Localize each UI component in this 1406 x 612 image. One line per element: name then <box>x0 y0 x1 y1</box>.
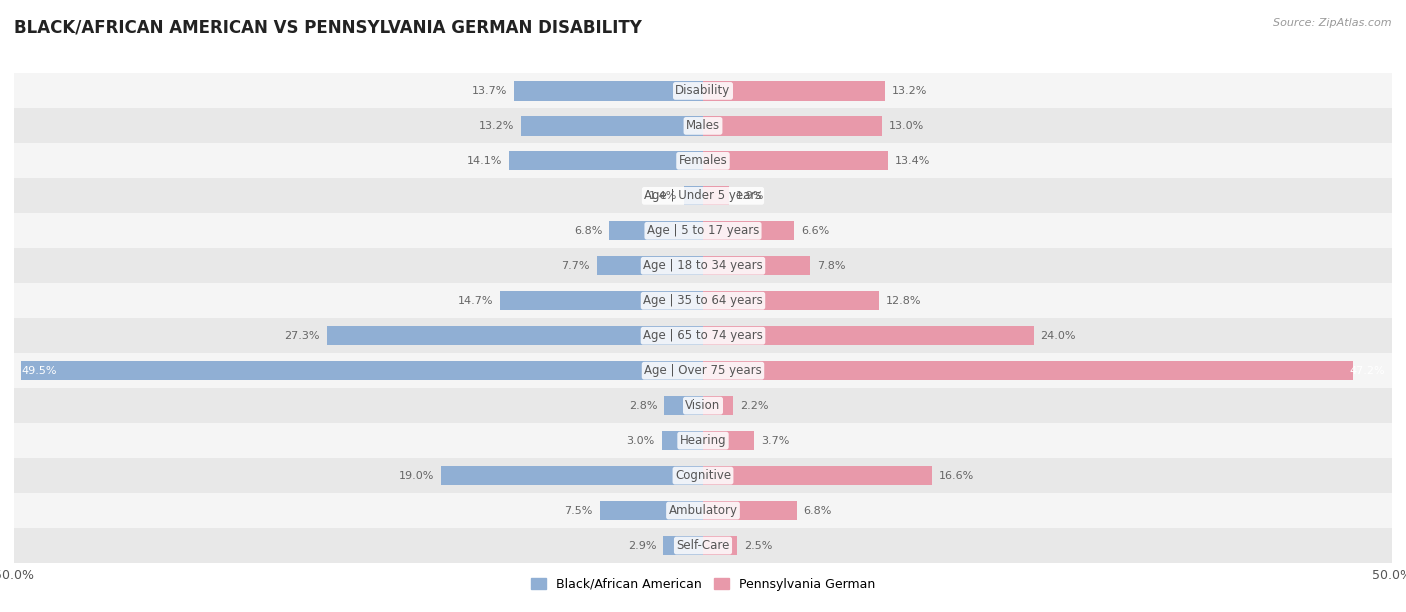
Bar <box>664 536 703 555</box>
Bar <box>326 326 703 345</box>
Bar <box>703 361 1354 380</box>
Bar <box>703 291 879 310</box>
Bar <box>14 493 1392 528</box>
Bar <box>609 221 703 241</box>
Text: Age | Over 75 years: Age | Over 75 years <box>644 364 762 377</box>
Bar <box>703 221 794 241</box>
Text: Vision: Vision <box>685 399 721 412</box>
Text: 1.9%: 1.9% <box>737 191 765 201</box>
Bar <box>14 178 1392 214</box>
Text: Age | 18 to 34 years: Age | 18 to 34 years <box>643 259 763 272</box>
Bar <box>14 143 1392 178</box>
Bar <box>703 256 810 275</box>
Bar <box>703 501 797 520</box>
Bar <box>703 396 734 416</box>
Text: Age | Under 5 years: Age | Under 5 years <box>644 189 762 203</box>
Text: 2.8%: 2.8% <box>628 401 658 411</box>
Text: 13.0%: 13.0% <box>889 121 924 131</box>
Text: 3.0%: 3.0% <box>627 436 655 446</box>
Bar <box>14 423 1392 458</box>
Text: Self-Care: Self-Care <box>676 539 730 552</box>
Bar <box>683 186 703 206</box>
Text: Disability: Disability <box>675 84 731 97</box>
Bar <box>703 151 887 171</box>
Text: 14.7%: 14.7% <box>458 296 494 306</box>
Text: Cognitive: Cognitive <box>675 469 731 482</box>
Bar <box>14 458 1392 493</box>
Text: Age | 5 to 17 years: Age | 5 to 17 years <box>647 225 759 237</box>
Bar <box>14 108 1392 143</box>
Legend: Black/African American, Pennsylvania German: Black/African American, Pennsylvania Ger… <box>526 573 880 596</box>
Bar <box>501 291 703 310</box>
Text: 7.8%: 7.8% <box>817 261 846 271</box>
Bar <box>703 431 754 450</box>
Bar <box>703 326 1033 345</box>
Bar <box>703 466 932 485</box>
Text: 2.5%: 2.5% <box>744 540 773 551</box>
Text: 3.7%: 3.7% <box>761 436 789 446</box>
Text: 24.0%: 24.0% <box>1040 330 1076 341</box>
Text: 14.1%: 14.1% <box>467 156 502 166</box>
Bar <box>703 186 730 206</box>
Text: 47.2%: 47.2% <box>1350 366 1385 376</box>
Text: 1.4%: 1.4% <box>648 191 676 201</box>
Bar <box>14 283 1392 318</box>
Bar <box>21 361 703 380</box>
Text: Males: Males <box>686 119 720 132</box>
Text: Hearing: Hearing <box>679 434 727 447</box>
Text: 13.7%: 13.7% <box>472 86 508 96</box>
Text: 12.8%: 12.8% <box>886 296 922 306</box>
Text: Source: ZipAtlas.com: Source: ZipAtlas.com <box>1274 18 1392 28</box>
Bar <box>14 73 1392 108</box>
Text: 19.0%: 19.0% <box>399 471 434 480</box>
Text: 13.4%: 13.4% <box>894 156 929 166</box>
Text: 49.5%: 49.5% <box>21 366 56 376</box>
Bar <box>662 431 703 450</box>
Text: BLACK/AFRICAN AMERICAN VS PENNSYLVANIA GERMAN DISABILITY: BLACK/AFRICAN AMERICAN VS PENNSYLVANIA G… <box>14 18 643 36</box>
Text: 7.7%: 7.7% <box>561 261 591 271</box>
Bar <box>703 81 884 100</box>
Bar <box>14 248 1392 283</box>
Bar <box>509 151 703 171</box>
Text: 6.6%: 6.6% <box>801 226 830 236</box>
Text: 13.2%: 13.2% <box>891 86 927 96</box>
Bar <box>14 388 1392 423</box>
Bar <box>515 81 703 100</box>
Text: Age | 65 to 74 years: Age | 65 to 74 years <box>643 329 763 342</box>
Text: 6.8%: 6.8% <box>804 506 832 515</box>
Text: Ambulatory: Ambulatory <box>668 504 738 517</box>
Text: 16.6%: 16.6% <box>939 471 974 480</box>
Bar <box>665 396 703 416</box>
Bar <box>703 116 882 135</box>
Text: 7.5%: 7.5% <box>564 506 593 515</box>
Bar <box>14 353 1392 388</box>
Text: 6.8%: 6.8% <box>574 226 602 236</box>
Bar <box>598 256 703 275</box>
Text: Females: Females <box>679 154 727 167</box>
Bar <box>522 116 703 135</box>
Bar <box>14 528 1392 563</box>
Bar <box>14 214 1392 248</box>
Text: 2.9%: 2.9% <box>627 540 657 551</box>
Bar <box>703 536 738 555</box>
Bar <box>441 466 703 485</box>
Text: Age | 35 to 64 years: Age | 35 to 64 years <box>643 294 763 307</box>
Bar <box>599 501 703 520</box>
Bar <box>14 318 1392 353</box>
Text: 2.2%: 2.2% <box>740 401 769 411</box>
Text: 27.3%: 27.3% <box>284 330 321 341</box>
Text: 13.2%: 13.2% <box>479 121 515 131</box>
